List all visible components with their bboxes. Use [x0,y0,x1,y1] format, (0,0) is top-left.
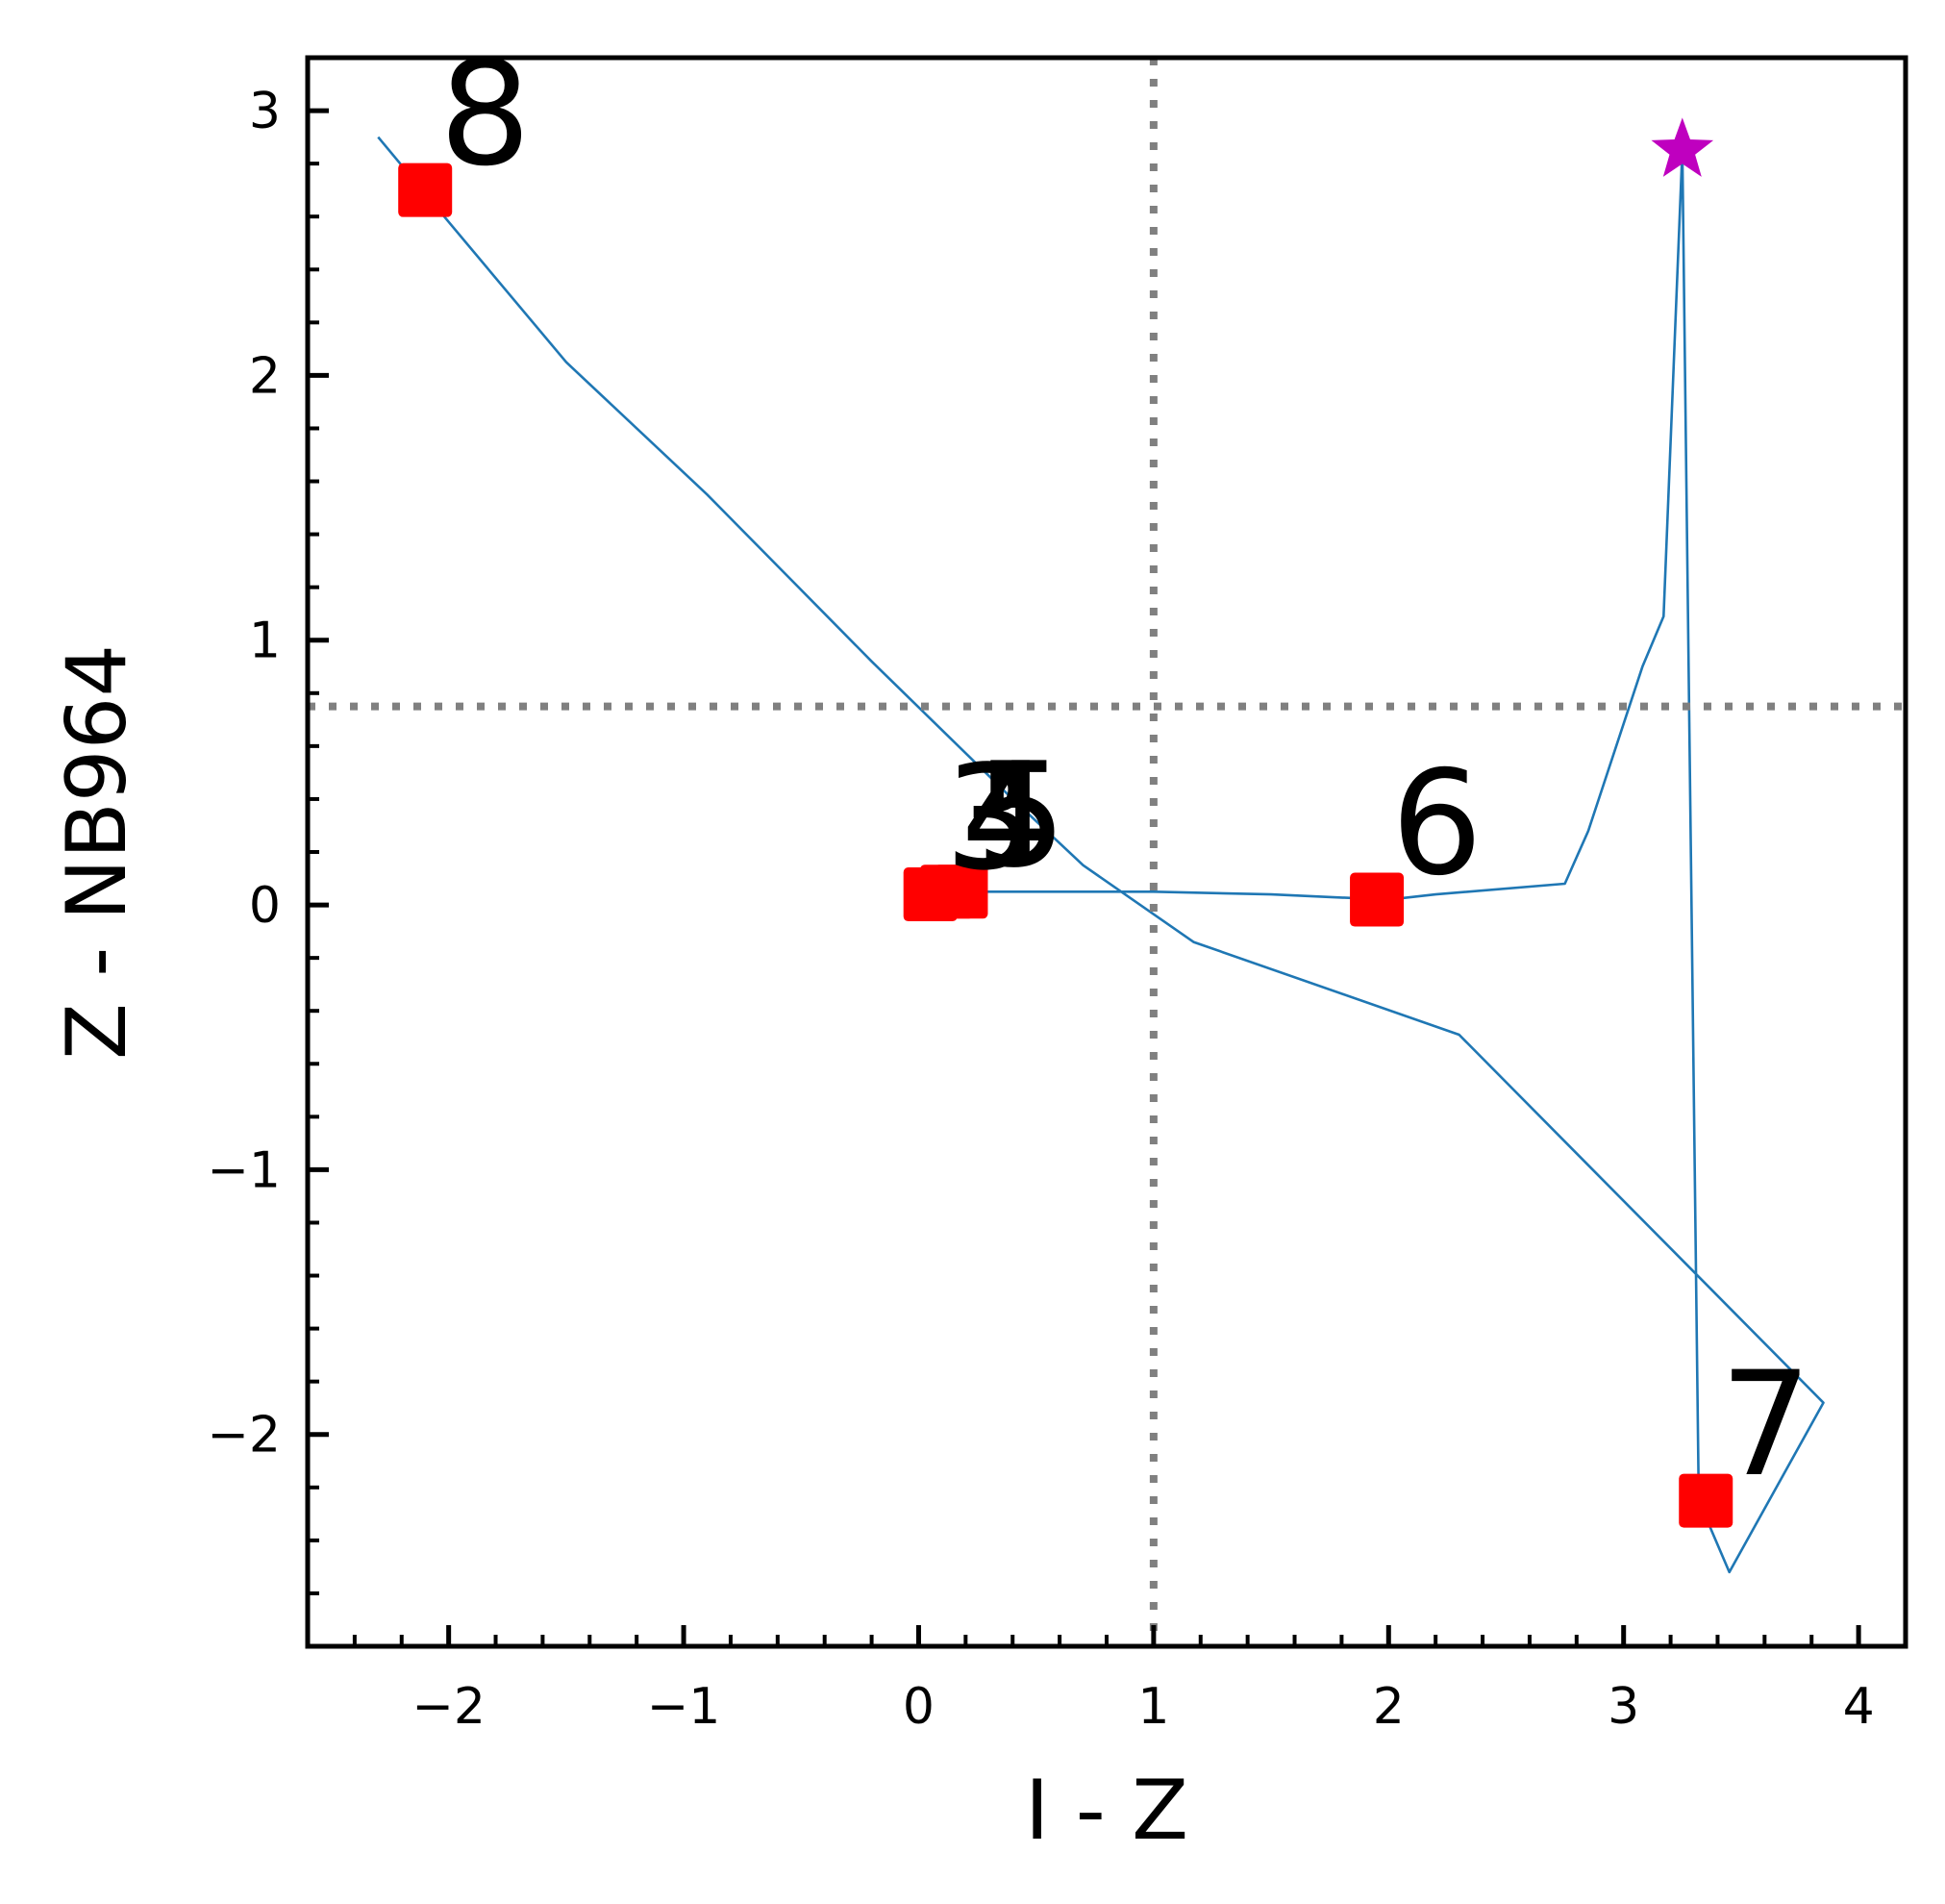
y-tick-label: 2 [249,347,281,405]
tracks-layer [377,136,1825,1574]
x-tick-label: 0 [903,1678,935,1736]
points-layer [398,117,1733,1528]
reference-lines-layer [308,58,1906,1646]
track-line [377,136,1825,1574]
y-tick-label: 1 [249,613,281,670]
x-tick-label: 3 [1608,1678,1639,1736]
y-axis-label: Z - NB964 [49,644,145,1060]
point-label-6: 6 [1391,740,1483,908]
x-axis-label: I - Z [1025,1763,1188,1859]
data-point-6 [1350,872,1405,927]
data-point-5 [934,864,988,919]
point-label-4: 4 [960,733,1052,900]
y-tick-label: −2 [207,1407,281,1465]
x-tick-label: 1 [1137,1678,1169,1736]
y-tick-label: 0 [249,877,281,935]
x-tick-label: −1 [647,1678,721,1736]
y-tick-label: −1 [207,1141,281,1199]
plot-frame [305,55,1908,1649]
data-point-8 [398,163,453,217]
data-point-7 [1679,1473,1733,1528]
point-label-3: 3 [944,736,1035,903]
x-tick-label: −2 [411,1678,486,1736]
point-label-7: 7 [1720,1341,1811,1509]
y-tick-label: 3 [249,83,281,140]
point-label-5: 5 [975,733,1066,900]
star-marker [1651,117,1714,177]
x-tick-label: 4 [1843,1678,1875,1736]
x-tick-label: 2 [1373,1678,1405,1736]
